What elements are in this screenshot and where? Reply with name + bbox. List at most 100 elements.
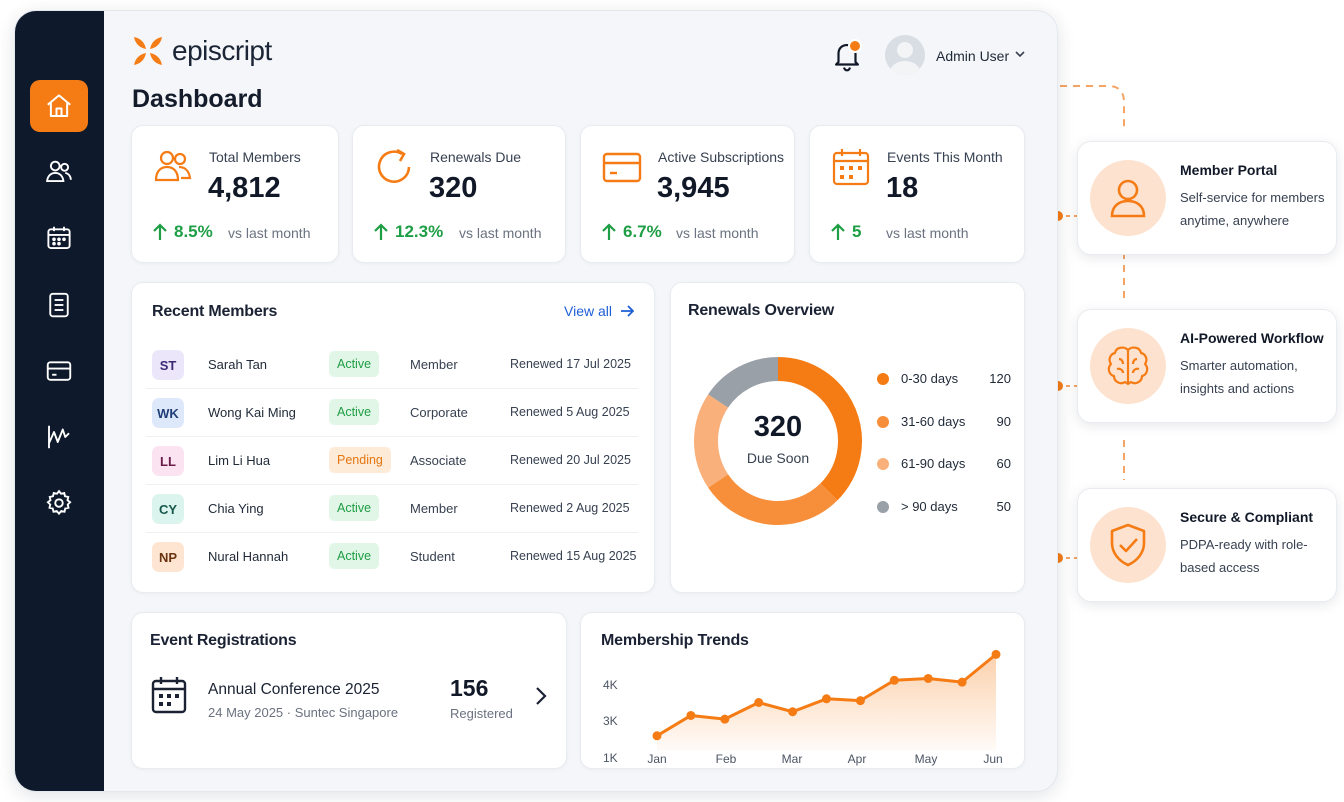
table-row[interactable]: CY Chia Ying Active Member Renewed 2 Aug 202… (146, 485, 638, 533)
arrow-up-icon (374, 223, 388, 240)
table-row[interactable]: ST Sarah Tan Active Member Renewed 17 Jul 20… (146, 341, 638, 389)
bell-icon[interactable] (832, 39, 862, 73)
nav-billing[interactable] (30, 345, 88, 397)
feature-description: Self-service for members anytime, anywhe… (1180, 190, 1325, 228)
avatar-initials: LL (152, 446, 184, 476)
event-registrations-card: Event Registrations Annual Conference 20… (131, 612, 567, 769)
x-tick-label: Mar (782, 752, 803, 766)
feature-description: PDPA-ready with role-based access (1180, 537, 1308, 575)
users-icon (154, 150, 192, 182)
page-title: Dashboard (132, 85, 263, 113)
avatar-initials: CY (152, 494, 184, 524)
stat-vs: vs last month (228, 225, 311, 241)
stat-label: Total Members (209, 149, 301, 165)
legend-label: > 90 days (901, 498, 958, 514)
feature-icon-circle (1090, 507, 1166, 583)
member-type: Student (410, 549, 455, 564)
stat-trend: 12.3% (373, 222, 443, 242)
y-tick-label: 4K (603, 678, 618, 692)
trend-point (720, 714, 730, 724)
renewal-date: Renewed 5 Aug 2025 (510, 405, 630, 419)
trend-point (855, 696, 865, 706)
status-badge: Pending (329, 447, 391, 473)
member-type: Member (410, 357, 458, 372)
nav-events[interactable] (30, 212, 88, 264)
x-tick-label: Jan (647, 752, 666, 766)
stat-vs: vs last month (676, 225, 759, 241)
renewal-date: Renewed 2 Aug 2025 (510, 501, 630, 515)
sidebar (15, 11, 104, 791)
brain-icon (1107, 346, 1149, 386)
main-content: episcript Dashboard Admin User Total Mem… (104, 11, 1057, 791)
table-row[interactable]: WK Wong Kai Ming Active Corporate Renewed 5 … (146, 389, 638, 437)
table-row[interactable]: LL Lim Li Hua Pending Associate Renewed 20 J… (146, 437, 638, 485)
feature-card-ai-workflow[interactable]: AI-Powered Workflow Smarter automation, … (1077, 309, 1337, 423)
status-badge: Active (329, 351, 380, 377)
card-icon (602, 152, 642, 183)
arrow-up-icon (831, 223, 845, 240)
renewals-donut-chart (694, 357, 862, 525)
member-name: Wong Kai Ming (208, 405, 296, 420)
chart-icon (48, 425, 70, 449)
x-tick-label: Apr (848, 752, 867, 766)
chevron-right-icon[interactable] (532, 685, 550, 707)
trend-point (957, 677, 967, 687)
stat-card-events-this-month[interactable]: Events This Month 18 5 vs last month (809, 125, 1025, 263)
legend-item: > 90 days 50 (877, 497, 1011, 517)
nav-members[interactable] (30, 145, 88, 197)
donut-segment (708, 357, 779, 409)
stat-card-active-subscriptions[interactable]: Active Subscriptions 3,945 6.7% vs last … (580, 125, 795, 263)
avatar-initials: WK (152, 398, 184, 428)
avatar-initials: ST (152, 350, 184, 380)
brand-logo[interactable]: episcript (130, 33, 272, 69)
trend-point (788, 707, 798, 717)
member-name: Nural Hannah (208, 549, 289, 564)
refresh-icon (377, 148, 411, 183)
legend-swatch (877, 373, 889, 385)
stat-card-renewals-due[interactable]: Renewals Due 320 12.3% vs last month (352, 125, 566, 263)
legend-label: 61-90 days (901, 456, 966, 471)
arrow-up-icon (153, 223, 167, 240)
chevron-down-icon[interactable] (1014, 48, 1026, 60)
donut-center-value: 320 (753, 411, 803, 443)
status-badge: Active (329, 399, 380, 425)
trend-point (923, 673, 933, 683)
membership-trends-card: Membership Trends 4K 3K 1K Jan Feb Mar Apr May J… (580, 612, 1025, 769)
table-row[interactable]: NP Nural Hannah Active Student Renewed 15 Au… (146, 533, 638, 581)
stat-vs: vs last month (459, 225, 542, 241)
user-name[interactable]: Admin User (936, 48, 1010, 64)
stat-vs: vs last month (886, 225, 969, 241)
renewals-title: Renewals Overview (688, 302, 835, 319)
nav-documents[interactable] (30, 279, 88, 331)
trend-point (686, 710, 696, 720)
avatar[interactable] (885, 35, 925, 75)
nav-settings[interactable] (30, 477, 88, 529)
legend-swatch (877, 458, 889, 470)
calendar-icon (832, 149, 870, 186)
legend-swatch (877, 415, 889, 428)
stat-trend-value: 6.7% (623, 222, 662, 241)
nav-analytics[interactable] (30, 411, 88, 463)
recent-members-title: Recent Members (152, 303, 278, 320)
member-name: Chia Ying (208, 501, 264, 516)
donut-segment (777, 357, 862, 501)
stat-trend: 6.7% (601, 222, 662, 242)
legend-value: 90 (996, 413, 1011, 429)
view-all-link[interactable]: View all (564, 303, 634, 319)
stat-card-total-members[interactable]: Total Members 4,812 8.5% vs last month (131, 125, 339, 263)
renewal-date: Renewed 17 Jul 2025 (510, 357, 631, 371)
feature-title: Member Portal (1180, 162, 1278, 178)
brand-name: episcript (172, 35, 272, 66)
stat-trend-value: 12.3% (395, 222, 444, 241)
trend-point (652, 731, 662, 741)
stat-label: Renewals Due (430, 149, 522, 165)
nav-home[interactable] (30, 80, 88, 132)
donut-center-label: Due Soon (746, 450, 810, 466)
event-registrations-title: Event Registrations (150, 632, 297, 649)
feature-card-member-portal[interactable]: Member Portal Self-service for members a… (1077, 141, 1337, 255)
users-icon (46, 160, 72, 182)
stat-trend-value: 8.5% (174, 222, 213, 241)
feature-card-secure-compliant[interactable]: Secure & Compliant PDPA-ready with role-… (1077, 488, 1337, 602)
donut-center: 320 Due Soon (688, 351, 868, 531)
stat-trend: 5 (830, 222, 861, 242)
